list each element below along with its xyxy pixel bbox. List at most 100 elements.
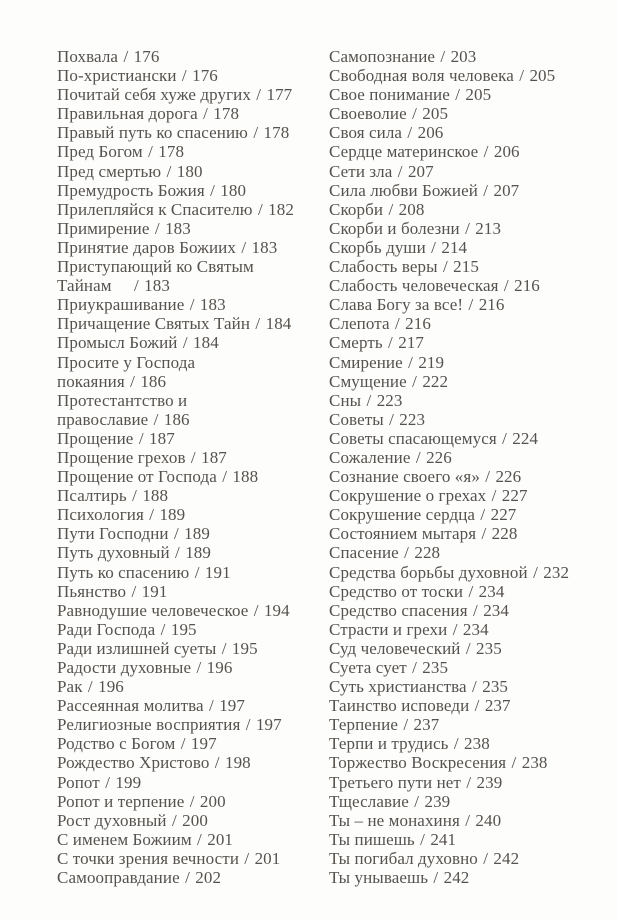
index-entry: Ты унываешь / 242 <box>329 868 604 887</box>
entry-separator: / <box>176 734 190 754</box>
entry-title: Принятие даров Божиих <box>57 237 236 257</box>
index-entry: Рост духовный / 200 <box>57 811 332 830</box>
entry-separator: / <box>150 218 165 238</box>
index-entry: Сны / 223 <box>329 391 604 410</box>
entry-title: Родство с Богом <box>57 734 176 754</box>
index-entry: По-христиански / 176 <box>57 66 332 85</box>
index-entry: Тщеславие / 239 <box>329 792 604 811</box>
entry-page-number: 216 <box>514 276 540 296</box>
index-entry: Сила любви Божией / 207 <box>329 181 604 200</box>
entry-page-number: 178 <box>263 123 290 143</box>
index-entry: Состоянием мытаря / 228 <box>329 524 604 543</box>
entry-separator: / <box>240 848 254 868</box>
entry-page-number: 239 <box>424 791 451 811</box>
entry-page-number: 197 <box>219 696 246 716</box>
entry-separator: / <box>384 199 398 219</box>
entry-separator: / <box>438 257 453 277</box>
entry-title: Религиозные восприятия <box>57 715 241 735</box>
entry-page-number: 197 <box>255 715 282 735</box>
entry-title: Ропот и терпение <box>57 791 185 811</box>
entry-page-number: 176 <box>133 47 160 66</box>
entry-separator: / <box>476 505 490 525</box>
index-entry: Примирение / 183 <box>57 219 332 238</box>
index-entry: Пьянство / 191 <box>57 582 332 601</box>
entry-separator: / <box>236 237 251 257</box>
index-entry: Равнодушие человеческое / 194 <box>57 601 332 620</box>
entry-page-number: 183 <box>251 237 278 257</box>
entry-separator: / <box>162 161 176 181</box>
entry-title: Пьянство <box>57 581 127 601</box>
entry-page-number: 200 <box>199 791 226 811</box>
entry-title: Состоянием мытаря <box>329 524 477 544</box>
entry-separator: / <box>251 85 266 105</box>
index-entry: Религиозные восприятия / 197 <box>57 715 332 734</box>
index-entry: Своеволие / 205 <box>329 104 604 123</box>
entry-page-number: 238 <box>464 734 490 754</box>
index-entry: Ради Господа / 195 <box>57 620 332 639</box>
entry-separator: / <box>384 409 399 429</box>
entry-separator: / <box>390 314 405 334</box>
entry-title: Протестантство и <box>57 390 188 410</box>
index-entry: Психология / 189 <box>57 505 332 524</box>
index-entry: Таинство исповеди / 237 <box>329 696 604 715</box>
entry-title: Средство от тоски <box>329 581 464 601</box>
entry-title: Своеволие <box>329 104 407 124</box>
index-entry: Прощение / 187 <box>57 429 332 448</box>
entry-title: Тщеславие <box>329 791 409 811</box>
index-entry: Ради излишней суеты / 195 <box>57 639 332 658</box>
entry-title: Похвала <box>57 47 119 66</box>
entry-title: Страсти и грехи <box>329 619 448 639</box>
entry-title: Советы спасающемуся <box>329 428 497 448</box>
entry-page-number: 189 <box>159 505 186 525</box>
entry-page-number: 201 <box>207 829 234 849</box>
entry-separator: / <box>185 295 199 315</box>
index-entry: Родство с Богом / 197 <box>57 734 332 753</box>
index-entry: Тайнам / 183 <box>57 276 332 295</box>
entry-page-number: 186 <box>140 371 167 391</box>
entry-separator: / <box>399 543 414 563</box>
entry-page-number: 189 <box>184 524 210 544</box>
entry-page-number: 228 <box>491 524 518 544</box>
entry-title: Ты погибал духовно <box>329 848 478 868</box>
entry-title: Прощение грехов <box>57 447 186 467</box>
entry-page-number: 234 <box>478 581 505 601</box>
index-entry: Свое понимание / 205 <box>329 85 604 104</box>
entry-page-number: 219 <box>418 352 445 372</box>
entry-page-number: 183 <box>165 218 191 238</box>
entry-separator: / <box>468 600 483 620</box>
index-entry: Скорбь души / 214 <box>329 238 604 257</box>
index-entry: Средство спасения / 234 <box>329 601 604 620</box>
entry-page-number: 188 <box>142 486 169 506</box>
entry-page-number: 206 <box>417 123 444 143</box>
index-entry: Сокрушение о грехах / 227 <box>329 486 604 505</box>
entry-separator: / <box>398 715 413 735</box>
entry-title: Ради излишней суеты <box>57 638 217 658</box>
entry-title: Ради Господа <box>57 619 156 639</box>
index-entry: Сети зла / 207 <box>329 162 604 181</box>
index-entry: покаяния / 186 <box>57 372 332 391</box>
entry-separator: / <box>185 791 199 811</box>
entry-page-number: 196 <box>206 658 233 677</box>
entry-page-number: 183 <box>144 276 170 296</box>
entry-page-number: 207 <box>407 161 434 181</box>
entry-separator: / <box>205 180 220 200</box>
entry-page-number: 234 <box>483 600 509 620</box>
entry-separator: / <box>383 333 398 353</box>
index-column-right: Самопознание / 203 Свободная воля человек… <box>329 47 604 887</box>
index-entry: Протестантство и <box>57 391 332 410</box>
entry-separator: / <box>426 237 441 257</box>
entry-page-number: 201 <box>254 848 281 868</box>
index-entry: Путь духовный / 189 <box>57 543 332 562</box>
entry-title: Сети зла <box>329 161 393 181</box>
index-entry: Путь ко спасению / 191 <box>57 563 332 582</box>
entry-title: Рост духовный <box>57 810 167 830</box>
index-entry: Ты пишешь / 241 <box>329 830 604 849</box>
entry-title: Приступающий ко Святым <box>57 257 254 277</box>
entry-title: покаяния <box>57 371 125 391</box>
entry-separator: / <box>217 638 231 658</box>
entry-page-number: 187 <box>149 428 175 448</box>
index-entry: Почитай себя хуже других / 177 <box>57 85 332 104</box>
index-entry: Терпи и трудись / 238 <box>329 734 604 753</box>
index-entry: С точки зрения вечности / 201 <box>57 849 332 868</box>
entry-separator: / <box>192 829 207 849</box>
